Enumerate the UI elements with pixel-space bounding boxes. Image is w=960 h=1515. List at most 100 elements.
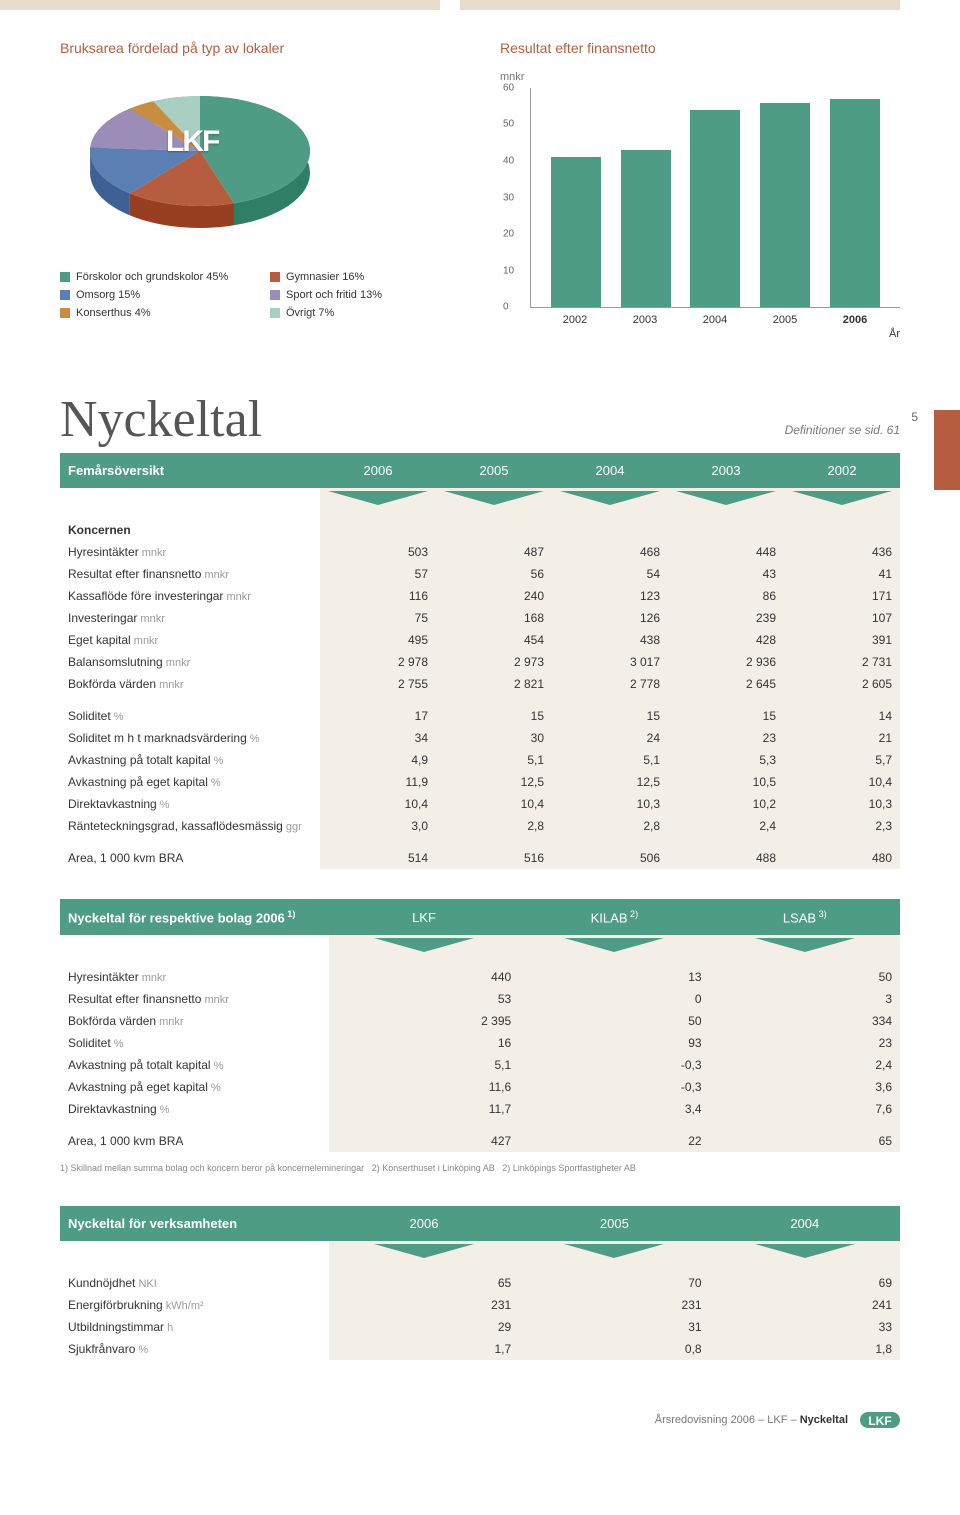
table-cell: 2 936 (668, 651, 784, 673)
table-cell: 334 (710, 1010, 900, 1032)
table-cell: 436 (784, 541, 900, 563)
table-cell: 240 (436, 585, 552, 607)
bar-xlabel: 2006 (843, 314, 867, 326)
table-header-cell: KILAB 2) (519, 899, 709, 935)
table-header-cell: LKF (329, 899, 519, 935)
row-label: Hyresintäkter (68, 970, 139, 984)
row-label: Kundnöjdhet (68, 1276, 135, 1290)
legend-item: Förskolor och grundskolor 45% (60, 271, 250, 283)
table-row: Avkastning på totalt kapital %5,1-0,32,4 (60, 1054, 900, 1076)
table-cell: 514 (320, 837, 436, 869)
bar-xlabels: 20022003200420052006 (530, 308, 900, 326)
chevron-down-icon (564, 938, 664, 952)
table-cell: 12,5 (436, 771, 552, 793)
row-label-cell: Resultat efter finansnetto mnkr (60, 988, 329, 1010)
charts-row: Bruksarea fördelad på typ av lokaler LKF… (60, 40, 900, 340)
bar (621, 150, 671, 307)
row-label: Bokförda värden (68, 1014, 156, 1028)
legend-item: Gymnasier 16% (270, 271, 460, 283)
bar-chart-block: Resultat efter finansnetto mnkr 01020304… (500, 40, 900, 340)
table-row: Balansomslutning mnkr2 9782 9733 0172 93… (60, 651, 900, 673)
table-cell: 495 (320, 629, 436, 651)
table-cell: 168 (436, 607, 552, 629)
row-unit: % (211, 1060, 224, 1072)
bar-xlabel: 2002 (563, 314, 587, 326)
table-cell: 12,5 (552, 771, 668, 793)
row-label-cell: Sjukfrånvaro % (60, 1338, 329, 1360)
legend-label: Övrigt 7% (286, 307, 334, 319)
table-row: Investeringar mnkr75168126239107 (60, 607, 900, 629)
chevron-down-icon (374, 938, 474, 952)
row-label: Sjukfrånvaro (68, 1342, 135, 1356)
bar-ylabel: 50 (503, 119, 514, 130)
bar-ylabel: 20 (503, 228, 514, 239)
row-unit: mnkr (139, 547, 167, 559)
table-cell: 17 (320, 695, 436, 727)
table-row: Energiförbrukning kWh/m²231231241 (60, 1294, 900, 1316)
table-row: Soliditet m h t marknadsvärdering %3430 2… (60, 727, 900, 749)
row-label: Eget kapital (68, 633, 131, 647)
row-label-cell: Avkastning på totalt kapital % (60, 1054, 329, 1076)
table-header-cell: LSAB 3) (710, 899, 900, 935)
row-unit: mnkr (139, 972, 167, 984)
page-content: Bruksarea fördelad på typ av lokaler LKF… (0, 0, 960, 1470)
bar-ylabel: 40 (503, 155, 514, 166)
footnotes: 1) Skillnad mellan summa bolag och konce… (60, 1162, 900, 1176)
row-unit: % (135, 1344, 148, 1356)
table-row: Area, 1 000 kvm BRA4272265 (60, 1120, 900, 1152)
bar-unit: mnkr (500, 71, 900, 83)
row-label-cell: Direktavkastning % (60, 1098, 329, 1120)
table-cell: 23 (668, 727, 784, 749)
bar-ylabel: 30 (503, 192, 514, 203)
table-cell: 2 605 (784, 673, 900, 695)
row-label: Hyresintäkter (68, 545, 139, 559)
table-cell: 2 978 (320, 651, 436, 673)
legend-swatch (270, 290, 280, 300)
bar-xlabel: 2004 (703, 314, 727, 326)
row-label-cell: Hyresintäkter mnkr (60, 541, 320, 563)
chevron-down-icon (792, 491, 892, 505)
top-left-ribbon (0, 0, 440, 10)
table-cell: 21 (784, 727, 900, 749)
table-cell: 43 (668, 563, 784, 585)
legend-swatch (60, 290, 70, 300)
table-cell: 171 (784, 585, 900, 607)
table-header-cell: Nyckeltal för respektive bolag 2006 1) (60, 899, 329, 935)
pie-legend: Förskolor och grundskolor 45% Gymnasier 1… (60, 271, 460, 319)
table-cell: 75 (320, 607, 436, 629)
lkf-logo-icon: LKF (860, 1410, 900, 1430)
row-label-cell: Soliditet m h t marknadsvärdering % (60, 727, 320, 749)
table-cell: 231 (519, 1294, 709, 1316)
table-cell: 13 (519, 956, 709, 988)
row-label-cell: Area, 1 000 kvm BRA (60, 837, 320, 869)
bar-title: Resultat efter finansnetto (500, 40, 900, 56)
table-cell: 50 (710, 956, 900, 988)
row-unit: % (111, 711, 124, 723)
table-cell: 54 (552, 563, 668, 585)
pie-svg (60, 71, 340, 251)
table-row: Resultat efter finansnetto mnkr575654434… (60, 563, 900, 585)
pie-chart-block: Bruksarea fördelad på typ av lokaler LKF… (60, 40, 460, 340)
table-cell: 30 (436, 727, 552, 749)
row-unit: mnkr (201, 994, 229, 1006)
table-cell: 2,3 (784, 815, 900, 837)
table-cell: 107 (784, 607, 900, 629)
row-unit: mnkr (131, 635, 159, 647)
table-header-cell: 2003 (668, 453, 784, 488)
row-label: Area, 1 000 kvm BRA (68, 851, 183, 865)
row-unit: mnkr (223, 591, 251, 603)
row-unit: mnkr (156, 679, 184, 691)
chevron-down-icon (676, 491, 776, 505)
table-header-cell: 2006 (320, 453, 436, 488)
table-cell: 34 (320, 727, 436, 749)
row-label: Investeringar (68, 611, 137, 625)
table-header-cell: 2002 (784, 453, 900, 488)
row-label: Area, 1 000 kvm BRA (68, 1134, 183, 1148)
table-cell: 427 (329, 1120, 519, 1152)
table-cell: 10,2 (668, 793, 784, 815)
bar-xlabel: 2003 (633, 314, 657, 326)
table-header-cell: 2004 (710, 1206, 900, 1241)
table-cell: 2 973 (436, 651, 552, 673)
table-cell: 65 (329, 1262, 519, 1294)
page-edge-tab (934, 410, 960, 490)
